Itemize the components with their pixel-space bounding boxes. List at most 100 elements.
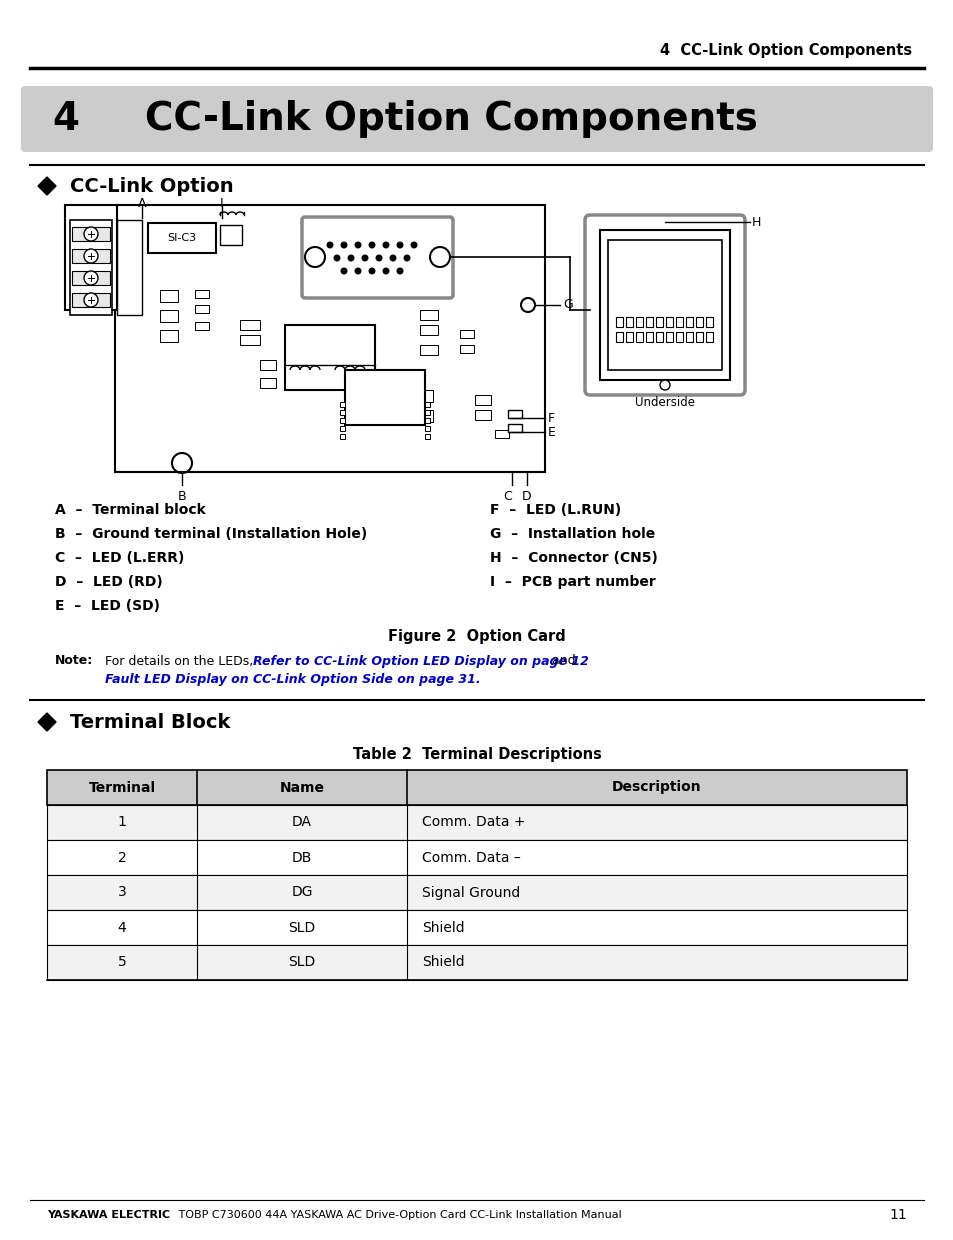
Text: A: A <box>137 197 146 210</box>
Bar <box>424 418 430 423</box>
Text: F: F <box>547 412 555 424</box>
Circle shape <box>340 242 347 248</box>
Bar <box>645 317 652 327</box>
FancyBboxPatch shape <box>302 217 453 298</box>
Bar <box>616 317 622 327</box>
Bar <box>415 410 433 422</box>
Bar <box>160 330 178 342</box>
Bar <box>339 418 345 423</box>
Circle shape <box>375 254 382 262</box>
Text: G: G <box>562 299 572 311</box>
Circle shape <box>305 247 325 267</box>
Text: D: D <box>521 490 531 503</box>
Bar <box>160 310 178 322</box>
Bar <box>339 402 345 407</box>
Bar <box>260 360 275 370</box>
Text: Comm. Data +: Comm. Data + <box>421 816 525 830</box>
Text: D  –  LED (RD): D – LED (RD) <box>55 575 163 589</box>
Circle shape <box>84 249 98 263</box>
Text: TOBP C730600 44A YASKAWA AC Drive-Option Card CC-Link Installation Manual: TOBP C730600 44A YASKAWA AC Drive-Option… <box>174 1210 621 1220</box>
Text: Comm. Data –: Comm. Data – <box>421 851 520 864</box>
Text: Shield: Shield <box>421 956 464 970</box>
Text: Signal Ground: Signal Ground <box>421 885 519 899</box>
Bar <box>475 396 491 405</box>
Bar <box>424 402 430 407</box>
Bar <box>665 317 672 327</box>
Text: 3: 3 <box>117 885 126 899</box>
Circle shape <box>368 242 375 248</box>
Bar <box>71 293 110 308</box>
Text: Terminal Block: Terminal Block <box>70 713 230 732</box>
Polygon shape <box>38 177 56 195</box>
Bar <box>424 427 430 432</box>
Bar <box>339 427 345 432</box>
Bar <box>459 330 474 339</box>
Bar <box>705 317 712 327</box>
Bar <box>665 332 672 342</box>
Bar <box>625 332 633 342</box>
Bar <box>656 332 662 342</box>
Text: G  –  Installation hole: G – Installation hole <box>490 527 655 541</box>
Bar <box>117 219 142 315</box>
Text: Note:: Note: <box>55 655 93 667</box>
Bar <box>676 317 682 327</box>
Bar <box>71 272 110 285</box>
Text: and: and <box>547 655 579 667</box>
Text: 4  CC-Link Option Components: 4 CC-Link Option Components <box>659 42 911 57</box>
Text: CC-Link Option Components: CC-Link Option Components <box>145 100 757 138</box>
Bar <box>424 410 430 415</box>
Circle shape <box>659 379 669 391</box>
Bar <box>65 205 117 310</box>
Bar <box>47 839 906 875</box>
Text: DA: DA <box>292 816 312 830</box>
Text: Shield: Shield <box>421 920 464 935</box>
Circle shape <box>382 268 389 274</box>
Bar <box>607 241 721 370</box>
Text: Fault LED Display on CC-Link Option Side on page 31.: Fault LED Display on CC-Link Option Side… <box>105 672 480 686</box>
Bar <box>160 290 178 303</box>
Bar <box>339 434 345 439</box>
Text: YASKAWA ELECTRIC: YASKAWA ELECTRIC <box>47 1210 170 1220</box>
Polygon shape <box>38 713 56 732</box>
Text: CC-Link Option: CC-Link Option <box>70 176 233 196</box>
Bar <box>71 227 110 241</box>
Bar <box>240 335 260 345</box>
Text: F  –  LED (L.RUN): F – LED (L.RUN) <box>490 503 620 517</box>
Circle shape <box>403 254 410 262</box>
Bar <box>240 320 260 330</box>
Circle shape <box>84 272 98 285</box>
Circle shape <box>334 254 340 262</box>
Bar <box>415 391 433 402</box>
Text: 4: 4 <box>52 100 79 138</box>
Text: E  –  LED (SD): E – LED (SD) <box>55 599 160 613</box>
Text: B  –  Ground terminal (Installation Hole): B – Ground terminal (Installation Hole) <box>55 527 367 541</box>
Bar <box>115 205 544 472</box>
Text: SLD: SLD <box>288 956 315 970</box>
Circle shape <box>368 268 375 274</box>
Bar <box>194 290 209 298</box>
Bar <box>47 910 906 945</box>
Text: Table 2  Terminal Descriptions: Table 2 Terminal Descriptions <box>353 748 600 763</box>
Bar <box>419 345 437 355</box>
Text: H  –  Connector (CN5): H – Connector (CN5) <box>490 551 658 565</box>
Bar <box>616 332 622 342</box>
Bar <box>645 332 652 342</box>
Circle shape <box>382 242 389 248</box>
Text: Refer to CC-Link Option LED Display on page 12: Refer to CC-Link Option LED Display on p… <box>253 655 588 667</box>
Circle shape <box>430 247 450 267</box>
Bar <box>285 325 375 391</box>
Bar <box>507 410 521 418</box>
Text: B: B <box>177 490 186 503</box>
Circle shape <box>410 242 417 248</box>
Text: SI-C3: SI-C3 <box>168 233 196 243</box>
Text: Figure 2  Option Card: Figure 2 Option Card <box>388 629 565 644</box>
Bar <box>419 310 437 320</box>
Text: H: H <box>751 216 760 228</box>
Bar <box>696 332 702 342</box>
Bar <box>47 945 906 980</box>
Circle shape <box>396 268 403 274</box>
Circle shape <box>84 293 98 308</box>
Bar <box>636 332 642 342</box>
Bar <box>47 805 906 839</box>
Bar <box>656 317 662 327</box>
